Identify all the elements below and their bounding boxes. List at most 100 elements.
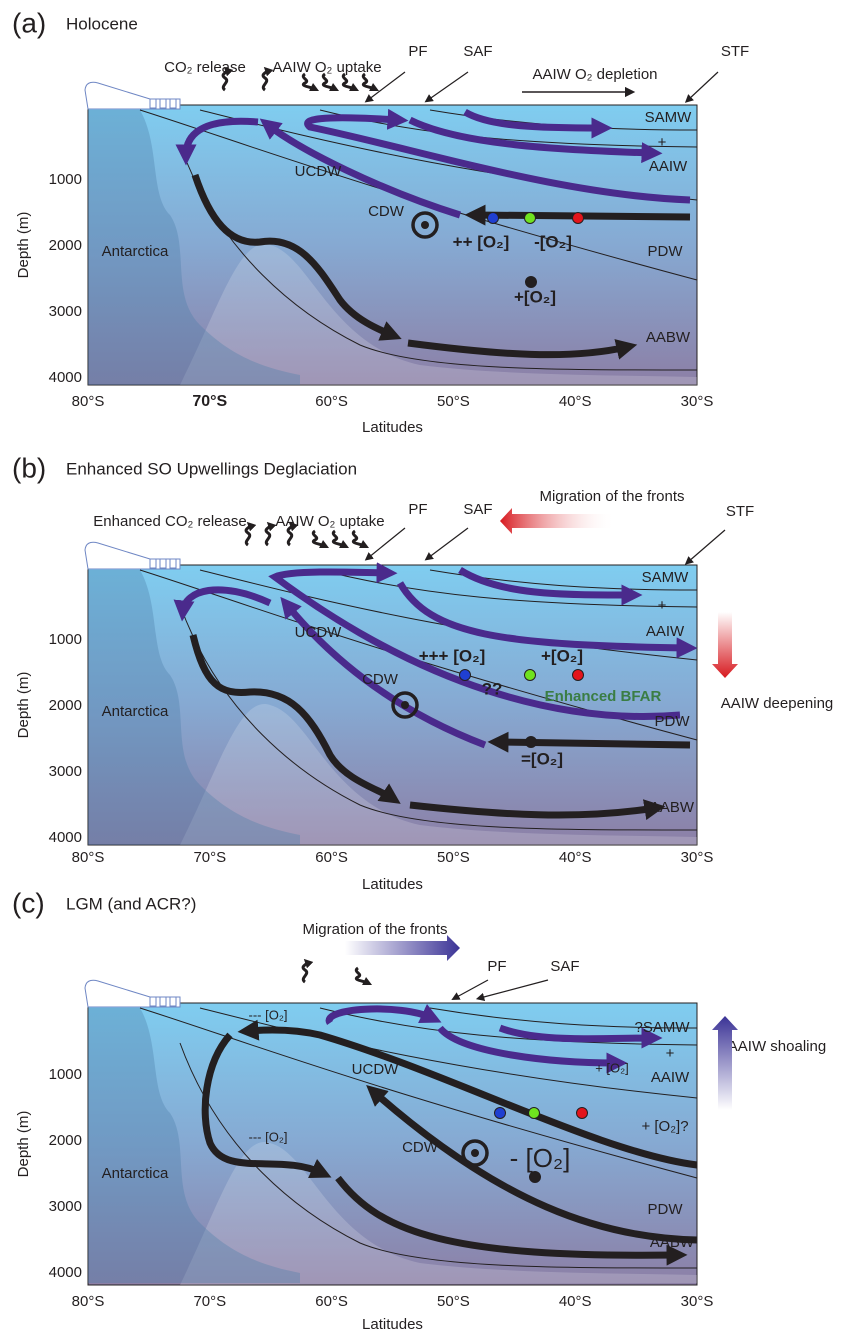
- x-tick-label: 80°S: [72, 849, 105, 866]
- water-mass-arrow: [498, 1024, 663, 1049]
- y-tick-label: 4000: [49, 829, 82, 846]
- annotation: PDW: [648, 243, 684, 260]
- x-tick-label: 50°S: [437, 393, 470, 410]
- isopycnal: [319, 569, 698, 608]
- annotation: Antarctica: [102, 1165, 169, 1182]
- core-site: [494, 1107, 506, 1119]
- core-site: [529, 1171, 541, 1183]
- gas-arrow: [261, 66, 274, 92]
- panel-title: LGM (and ACR?): [66, 894, 196, 913]
- flow-out-dot: [421, 221, 429, 229]
- core-site: [528, 1107, 540, 1119]
- gas-arrow: [311, 529, 330, 549]
- water-mass-arrow: [335, 1175, 688, 1266]
- annotation: AAIW: [651, 1069, 690, 1086]
- annotation: UCDW: [295, 624, 342, 641]
- gas-arrow: [286, 521, 299, 547]
- gas-arrow: [331, 529, 350, 549]
- annotation: +++ [O₂]: [419, 646, 486, 665]
- annotation: AAIW: [646, 623, 685, 640]
- gas-arrow: [321, 72, 340, 92]
- core-site: [524, 212, 536, 224]
- x-tick-label: 70°S: [193, 849, 226, 866]
- x-tick-label: 30°S: [681, 849, 714, 866]
- isopycnal: [199, 1007, 698, 1099]
- water-mass-arrow: [201, 1032, 332, 1178]
- x-tick-label: 40°S: [559, 393, 592, 410]
- water-mass-arrow: [325, 1004, 442, 1025]
- water-mass-arrow: [173, 586, 272, 622]
- water-mass-arrow: [396, 581, 698, 659]
- panel-title: Holocene: [66, 14, 138, 33]
- y-tick-label: 3000: [49, 303, 82, 320]
- x-tick-label: 40°S: [559, 1293, 592, 1310]
- front-pointer: [424, 71, 469, 103]
- y-tick-label: 3000: [49, 1198, 82, 1215]
- x-tick-label: 60°S: [315, 393, 348, 410]
- x-tick-label: 40°S: [559, 849, 592, 866]
- y-tick-label: 3000: [49, 763, 82, 780]
- gas-arrow: [341, 72, 360, 92]
- flow-out-ring: [391, 691, 419, 719]
- annotation: - [O₂]: [510, 1143, 571, 1173]
- water-mass-arrow: [304, 108, 691, 204]
- ice-block: [149, 98, 157, 109]
- y-tick-label: 1000: [49, 171, 82, 188]
- core-site: [487, 212, 499, 224]
- water-mass-arrow: [189, 634, 401, 804]
- annotation: + [O₂]: [595, 1060, 629, 1075]
- ice-block: [159, 996, 167, 1007]
- annotation: --- [O₂]: [249, 1129, 288, 1144]
- x-axis-label: Latitudes: [362, 1316, 423, 1333]
- x-tick-label: 80°S: [72, 393, 105, 410]
- seamount: [180, 704, 697, 845]
- annotation: CO₂ release: [164, 59, 246, 76]
- flow-out-ring: [411, 211, 439, 239]
- isopycnal: [179, 1042, 698, 1269]
- core-site: [524, 669, 536, 681]
- gas-arrow: [264, 521, 277, 547]
- annotation: Enhanced CO₂ release: [93, 513, 246, 530]
- water-mass-arrow: [408, 116, 663, 164]
- panel-label: (a): [12, 7, 46, 38]
- gas-arrow: [354, 966, 373, 986]
- annotation: Enhanced BFAR: [545, 688, 662, 705]
- water-mass-arrow: [175, 117, 259, 166]
- annotation: PF: [408, 43, 427, 60]
- isopycnal: [139, 569, 698, 741]
- annotation: PF: [487, 958, 506, 975]
- water-mass-arrow: [458, 567, 643, 606]
- water-mass-arrow: [280, 596, 487, 749]
- annotation: AABW: [646, 329, 691, 346]
- ice-block: [169, 996, 177, 1007]
- water-mass-arrow: [259, 118, 462, 219]
- core-site: [576, 1107, 588, 1119]
- annotation: STF: [726, 503, 754, 520]
- water-mass-arrow: [407, 339, 638, 360]
- y-tick-label: 4000: [49, 369, 82, 386]
- core-site: [525, 276, 537, 288]
- ice-block: [159, 98, 167, 109]
- isopycnal: [179, 604, 698, 831]
- y-axis-label: Depth (m): [15, 672, 32, 739]
- annotation: SAMW: [645, 109, 693, 126]
- gas-arrow: [221, 66, 234, 92]
- annotation: SAF: [463, 501, 492, 518]
- flow-out-dot: [471, 1149, 479, 1157]
- annotation: STF: [721, 43, 749, 60]
- continent: [88, 1008, 300, 1283]
- water-mass-arrow: [366, 1085, 698, 1244]
- ice-block: [149, 558, 157, 569]
- x-tick-label: 80°S: [72, 1293, 105, 1310]
- annotation: AAIW O₂ uptake: [272, 59, 381, 76]
- annotation: AAIW O₂ uptake: [275, 513, 384, 530]
- ice-block: [159, 558, 167, 569]
- water-mass-arrow: [191, 173, 402, 341]
- water-mass-arrow: [463, 108, 613, 139]
- x-tick-label: 70°S: [193, 1293, 226, 1310]
- isopycnal: [139, 1007, 698, 1179]
- flow-out-ring: [461, 1139, 489, 1167]
- gas-arrow: [301, 72, 320, 92]
- annotation: SAMW: [642, 569, 690, 586]
